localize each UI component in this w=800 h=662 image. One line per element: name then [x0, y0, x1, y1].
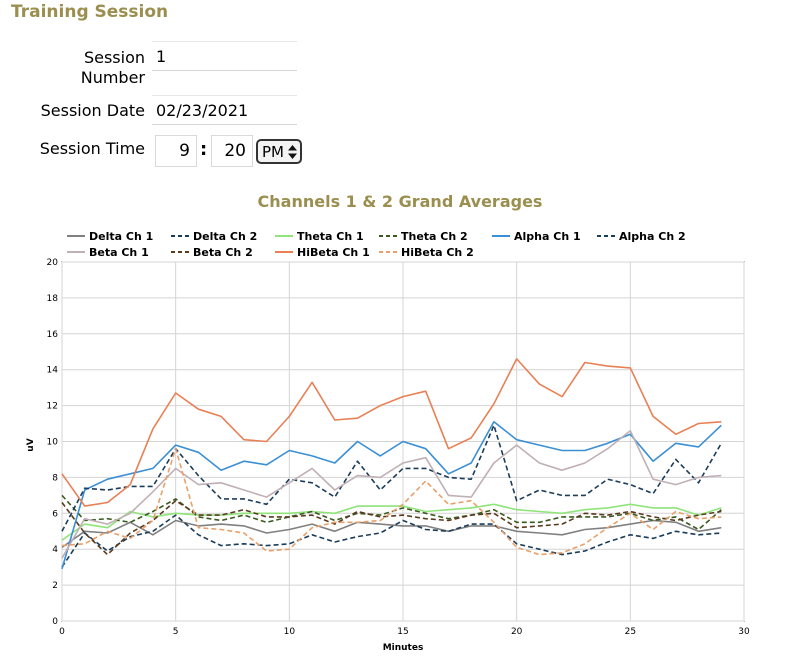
- session-number-label-line2: Number: [80, 68, 145, 87]
- legend-label: HiBeta Ch 2: [401, 246, 474, 259]
- legend-label: Theta Ch 2: [401, 230, 468, 243]
- series-line-4: [61, 494, 722, 531]
- y-tick-label: 12: [47, 402, 58, 412]
- series-line-3: [61, 503, 722, 541]
- legend-label: Theta Ch 1: [297, 230, 364, 243]
- legend-item: HiBeta Ch 1: [275, 246, 370, 259]
- session-number-input[interactable]: [152, 41, 297, 71]
- plot-area: [61, 261, 745, 622]
- chart-title: Channels 1 & 2 Grand Averages: [257, 192, 543, 211]
- y-tick-label: 2: [52, 581, 58, 591]
- series-line-1: [61, 519, 722, 549]
- legend-item: HiBeta Ch 2: [379, 246, 474, 259]
- legend-label: Beta Ch 1: [89, 246, 149, 259]
- legend-label: Alpha Ch 1: [514, 230, 581, 243]
- y-axis-label: uV: [26, 438, 36, 451]
- legend-item: Beta Ch 1: [67, 246, 149, 259]
- x-tick-label: 15: [397, 627, 408, 637]
- ampm-selected-value: PM: [262, 143, 284, 161]
- y-tick-label: 8: [52, 473, 58, 483]
- y-tick-label: 4: [52, 545, 58, 555]
- y-tick-label: 18: [47, 294, 59, 304]
- series-line-5: [61, 420, 722, 570]
- legend-label: Alpha Ch 2: [619, 230, 686, 243]
- series-line-2: [61, 514, 722, 568]
- series-line-6: [61, 424, 722, 532]
- legend-item: Theta Ch 2: [379, 230, 468, 243]
- session-date-label: Session Date: [40, 101, 145, 120]
- y-tick-label: 14: [47, 366, 59, 376]
- session-time-label: Session Time: [39, 139, 145, 158]
- legend-label: Beta Ch 2: [193, 246, 253, 259]
- legend-item: Beta Ch 2: [171, 246, 253, 259]
- ampm-select[interactable]: PM: [256, 139, 302, 164]
- y-tick-label: 0: [52, 617, 58, 627]
- session-number-label-line1: Session: [83, 48, 145, 67]
- x-tick-label: 5: [173, 627, 179, 637]
- series-layer: [61, 358, 722, 570]
- series-line-9: [61, 358, 722, 507]
- x-tick-label: 20: [511, 627, 523, 637]
- x-tick-label: 10: [284, 627, 296, 637]
- legend-item: Alpha Ch 2: [597, 230, 686, 243]
- y-tick-label: 10: [47, 438, 59, 448]
- legend-item: Theta Ch 1: [275, 230, 364, 243]
- series-line-10: [61, 447, 722, 556]
- y-tick-label: 6: [52, 509, 58, 519]
- session-date-input[interactable]: [152, 95, 297, 125]
- axes: 0 2 4 6 8 10 12 14 16 18 20 0 5 10 15 20 25 30 Minutes uV: [26, 258, 750, 653]
- y-tick-label: 16: [47, 330, 59, 340]
- chart-legend: Delta Ch 1 Delta Ch 2 Theta Ch 1 Theta Ch 2…: [67, 230, 686, 259]
- legend-item: Delta Ch 2: [171, 230, 257, 243]
- session-minute-input[interactable]: [211, 135, 253, 167]
- series-line-8: [61, 499, 722, 556]
- y-tick-label: 20: [47, 258, 59, 268]
- x-tick-label: 0: [59, 627, 65, 637]
- time-separator: :: [200, 139, 208, 160]
- x-tick-label: 25: [625, 627, 636, 637]
- updown-arrows-icon: [288, 145, 297, 159]
- series-line-7: [61, 429, 722, 559]
- page-title: Training Session: [11, 2, 169, 22]
- legend-item: Alpha Ch 1: [492, 230, 581, 243]
- x-tick-label: 30: [738, 627, 750, 637]
- session-number-label: Session Number: [0, 48, 145, 88]
- legend-label: Delta Ch 1: [89, 230, 153, 243]
- legend-label: Delta Ch 2: [193, 230, 257, 243]
- legend-label: HiBeta Ch 1: [297, 246, 370, 259]
- grid-lines: [61, 261, 745, 622]
- x-axis-label: Minutes: [383, 643, 424, 653]
- session-hour-input[interactable]: [155, 135, 197, 167]
- legend-item: Delta Ch 1: [67, 230, 153, 243]
